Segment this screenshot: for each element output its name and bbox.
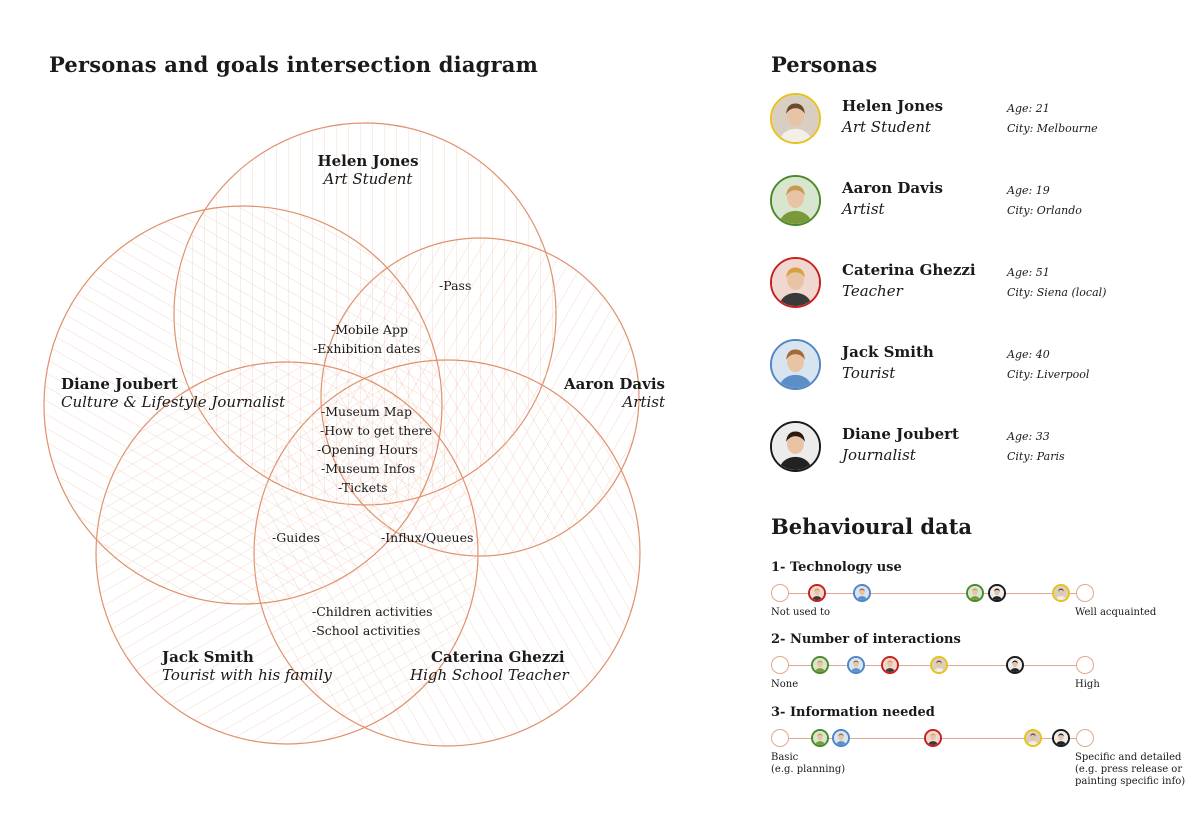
scale-persona-marker bbox=[929, 656, 948, 674]
persona-name: Jack Smith bbox=[842, 343, 934, 361]
venn-role: Art Student bbox=[323, 170, 413, 188]
scale-persona-marker bbox=[810, 656, 829, 674]
scale-persona-marker bbox=[880, 656, 899, 674]
goal-group-children: -Children activities -School activities bbox=[312, 602, 433, 640]
persona-age: Age: 51 bbox=[1007, 266, 1050, 279]
scale-title: 1- Technology use bbox=[771, 560, 902, 575]
personas-title: Personas bbox=[771, 52, 878, 77]
goal-item: -Exhibition dates bbox=[313, 341, 421, 356]
scale-high-label: Well acquainted bbox=[1075, 607, 1157, 618]
goal-item: -Museum Infos bbox=[321, 461, 416, 476]
scale-persona-marker bbox=[987, 584, 1006, 602]
persona-name: Caterina Ghezzi bbox=[842, 261, 976, 279]
persona-row: Caterina Ghezzi Teacher Age: 51 City: Siena… bbox=[770, 257, 1190, 313]
venn-diagram bbox=[43, 122, 641, 747]
persona-city: City: Liverpool bbox=[1007, 368, 1090, 381]
behaviour-title: Behavioural data bbox=[771, 514, 972, 539]
goal-group-center: -Museum Map -How to get there -Opening H… bbox=[316, 402, 432, 497]
venn-circle-diane bbox=[43, 205, 443, 605]
venn-role: Artist bbox=[622, 393, 665, 411]
goal-pass: -Pass bbox=[439, 278, 472, 293]
venn-label-helen: Helen Jones Art Student bbox=[313, 152, 423, 188]
persona-avatar bbox=[770, 175, 821, 226]
goal-guides: -Guides bbox=[272, 530, 321, 545]
venn-role: Tourist with his family bbox=[162, 666, 332, 684]
venn-name: Helen Jones bbox=[317, 152, 419, 170]
persona-role: Artist bbox=[842, 200, 885, 218]
persona-name: Diane Joubert bbox=[842, 425, 959, 443]
venn-label-diane: Diane Joubert Culture & Lifestyle Journa… bbox=[61, 375, 285, 411]
scale-endpoint-low bbox=[771, 656, 789, 674]
scale-endpoint-low bbox=[771, 584, 789, 602]
persona-city: City: Paris bbox=[1007, 450, 1065, 463]
scale-track bbox=[770, 583, 1100, 605]
persona-age: Age: 19 bbox=[1007, 184, 1050, 197]
persona-avatar bbox=[770, 257, 821, 308]
persona-row: Jack Smith Tourist Age: 40 City: Liverpool bbox=[770, 339, 1190, 395]
venn-name: Aaron Davis bbox=[564, 375, 665, 393]
scale-high-label: High bbox=[1075, 679, 1100, 690]
persona-avatar bbox=[770, 339, 821, 390]
scale-line bbox=[780, 593, 1090, 594]
scale-persona-marker bbox=[847, 656, 866, 674]
venn-label-aaron: Aaron Davis Artist bbox=[520, 375, 665, 411]
persona-avatar bbox=[770, 421, 821, 472]
scale-endpoint-high bbox=[1076, 729, 1094, 747]
scale-persona-marker bbox=[1051, 584, 1070, 602]
scale-persona-marker bbox=[1005, 656, 1024, 674]
venn-role: High School Teacher bbox=[410, 666, 569, 684]
scale-endpoint-low bbox=[771, 729, 789, 747]
persona-role: Journalist bbox=[842, 446, 916, 464]
venn-role: Culture & Lifestyle Journalist bbox=[61, 393, 286, 411]
scale-low-label: Basic (e.g. planning) bbox=[771, 752, 846, 775]
scale-track bbox=[770, 728, 1100, 750]
goal-item: -School activities bbox=[312, 623, 421, 638]
persona-role: Teacher bbox=[842, 282, 903, 300]
persona-row: Helen Jones Art Student Age: 21 City: Melbo… bbox=[770, 93, 1190, 149]
persona-name: Helen Jones bbox=[842, 97, 944, 115]
scale-persona-marker bbox=[853, 584, 872, 602]
scale-persona-marker bbox=[1024, 729, 1043, 747]
scale-title: 3- Information needed bbox=[771, 705, 935, 720]
persona-avatar bbox=[770, 93, 821, 144]
venn-label-jack: Jack Smith Tourist with his family bbox=[162, 648, 332, 684]
goal-item: -Tickets bbox=[338, 480, 388, 495]
scale-persona-marker bbox=[810, 729, 829, 747]
persona-row: Diane Joubert Journalist Age: 33 City: Pari… bbox=[770, 421, 1190, 477]
persona-age: Age: 33 bbox=[1007, 430, 1050, 443]
scale-high-label: Specific and detailed (e.g. press release… bbox=[1075, 752, 1186, 787]
venn-label-caterina: Caterina Ghezzi High School Teacher bbox=[410, 648, 569, 684]
scale-persona-marker bbox=[1051, 729, 1070, 747]
persona-role: Art Student bbox=[842, 118, 931, 136]
scale-endpoint-high bbox=[1076, 656, 1094, 674]
goal-item: -Children activities bbox=[312, 604, 433, 619]
scale-persona-marker bbox=[966, 584, 985, 602]
venn-name: Diane Joubert bbox=[61, 375, 178, 393]
goal-influx: -Influx/Queues bbox=[381, 530, 474, 545]
persona-city: City: Siena (local) bbox=[1007, 286, 1107, 299]
persona-city: City: Orlando bbox=[1007, 204, 1082, 217]
persona-age: Age: 21 bbox=[1007, 102, 1050, 115]
persona-city: City: Melbourne bbox=[1007, 122, 1098, 135]
goal-item: -Museum Map bbox=[321, 404, 413, 419]
persona-row: Aaron Davis Artist Age: 19 City: Orlando bbox=[770, 175, 1190, 231]
scale-endpoint-high bbox=[1076, 584, 1094, 602]
venn-name: Jack Smith bbox=[162, 648, 254, 666]
goal-item: -How to get there bbox=[320, 423, 433, 438]
venn-name: Caterina Ghezzi bbox=[431, 648, 565, 666]
persona-age: Age: 40 bbox=[1007, 348, 1050, 361]
goal-item: -Opening Hours bbox=[317, 442, 418, 457]
scale-persona-marker bbox=[807, 584, 826, 602]
scale-low-label: Not used to bbox=[771, 607, 831, 618]
scale-track bbox=[770, 655, 1100, 677]
scale-title: 2- Number of interactions bbox=[771, 632, 961, 647]
scale-persona-marker bbox=[832, 729, 850, 747]
goal-item: -Mobile App bbox=[331, 322, 408, 337]
scale-low-label: None bbox=[771, 679, 799, 690]
goal-group-helen-aaron: -Mobile App -Exhibition dates bbox=[313, 320, 420, 358]
diagram-title: Personas and goals intersection diagram bbox=[49, 52, 539, 77]
persona-role: Tourist bbox=[842, 364, 896, 382]
scale-persona-marker bbox=[923, 729, 942, 747]
persona-name: Aaron Davis bbox=[842, 179, 943, 197]
